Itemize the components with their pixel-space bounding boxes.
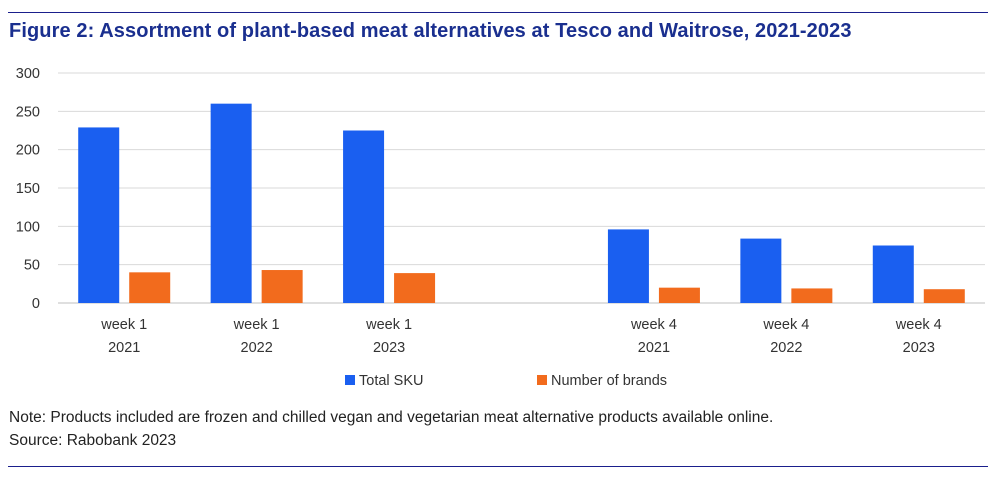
x-category-label: week 4	[762, 317, 809, 333]
brands-bar	[923, 289, 965, 303]
x-category-year-label: 2023	[373, 340, 405, 356]
x-category-label: week 4	[630, 317, 677, 333]
brands-bar	[129, 272, 171, 303]
x-category-label: week 1	[365, 317, 412, 333]
figure-note: Note: Products included are frozen and c…	[9, 409, 774, 426]
total-sku-bar	[343, 130, 385, 303]
figure-title: Figure 2: Assortment of plant-based meat…	[9, 20, 852, 42]
brands-bar	[658, 287, 700, 303]
y-tick-label: 250	[16, 104, 40, 120]
x-category-year-label: 2023	[903, 340, 935, 356]
total-sku-bar	[740, 238, 782, 303]
total-sku-bar	[210, 103, 252, 304]
total-sku-bar	[872, 245, 914, 303]
figure-source: Source: Rabobank 2023	[9, 432, 177, 449]
y-tick-label: 150	[16, 181, 40, 197]
y-tick-label: 200	[16, 143, 40, 159]
legend-total-sku-label: Total SKU	[359, 373, 423, 389]
top-rule	[8, 12, 988, 13]
legend-total-sku-swatch	[345, 375, 355, 385]
bottom-rule	[8, 466, 988, 467]
y-tick-label: 300	[16, 66, 40, 82]
y-tick-label: 50	[24, 258, 40, 274]
legend-brands-label: Number of brands	[551, 373, 667, 389]
x-category-year-label: 2022	[241, 340, 273, 356]
x-category-label: week 1	[100, 317, 147, 333]
x-category-year-label: 2022	[770, 340, 802, 356]
total-sku-bar	[607, 229, 649, 303]
total-sku-bar	[78, 127, 120, 303]
x-category-label: week 1	[233, 317, 280, 333]
brands-bar	[394, 273, 436, 303]
x-category-year-label: 2021	[108, 340, 140, 356]
brands-bar	[791, 288, 833, 303]
y-tick-label: 0	[32, 296, 40, 312]
y-tick-label: 100	[16, 219, 40, 235]
brands-bar	[261, 270, 303, 303]
legend-brands-swatch	[537, 375, 547, 385]
x-category-year-label: 2021	[638, 340, 670, 356]
x-category-label: week 4	[895, 317, 942, 333]
